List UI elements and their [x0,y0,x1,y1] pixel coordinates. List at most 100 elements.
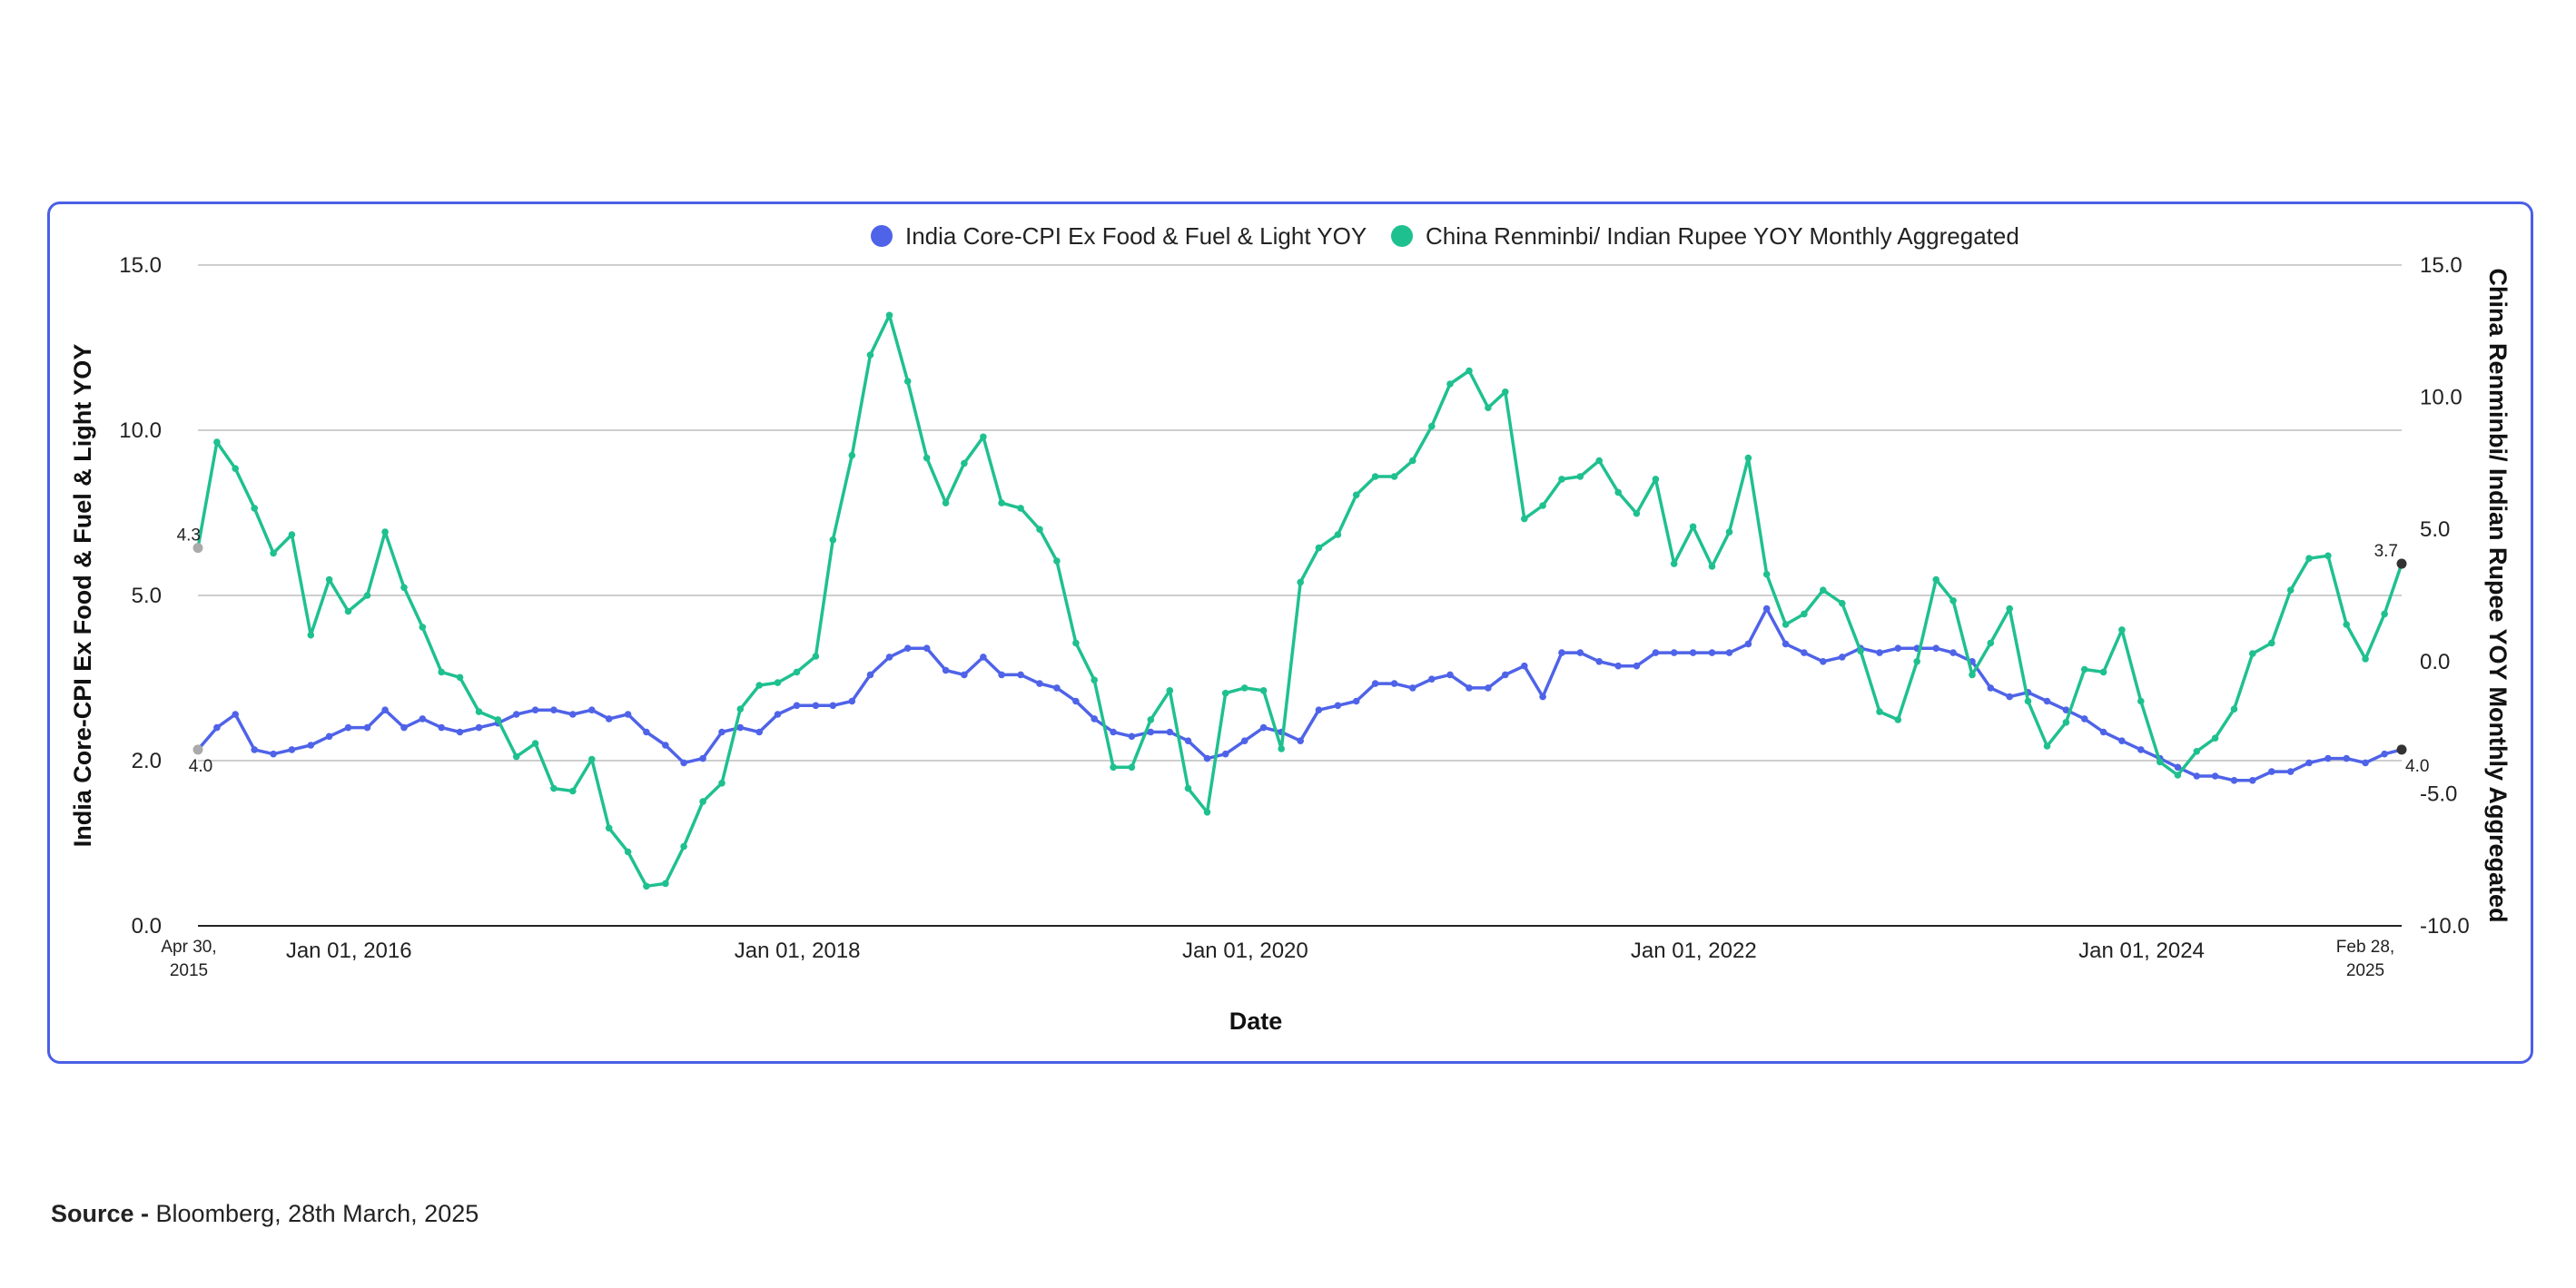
data-point [1781,621,1790,628]
data-point [2006,693,2013,701]
data-point [2174,763,2182,772]
data-point [288,746,296,753]
data-point [381,706,389,713]
data-point [1949,649,1957,656]
data-point [1689,523,1697,531]
legend-item-1[interactable]: India Core-CPI Ex Food & Fuel & Light YO… [871,222,1367,250]
y-right-tick-label: 10.0 [2420,386,2462,410]
end-value-label: 3.7 [2374,542,2398,561]
data-point [2137,746,2145,753]
data-point [2024,697,2032,705]
data-point [2157,758,2164,766]
data-point [1595,457,1603,465]
data-point [903,378,912,385]
data-point [1352,697,1360,705]
data-point [2286,586,2295,594]
data-point [624,711,632,718]
data-point [866,351,874,359]
data-point [736,723,745,732]
data-point [1428,422,1436,430]
data-point [848,697,856,705]
data-point [456,728,464,736]
y-left-tick-label: 15.0 [119,253,162,278]
data-point [1670,560,1678,567]
data-point [1110,728,1117,736]
data-point [1409,684,1416,692]
data-point [1502,388,1509,396]
data-point [699,754,706,762]
data-point [2137,697,2145,705]
data-point [438,668,446,676]
data-point [2343,621,2350,628]
data-point [2080,715,2088,723]
data-point [1128,732,1136,741]
data-point [1110,763,1117,772]
data-point [2381,610,2388,618]
y-right-tick-label: -10.0 [2420,914,2470,939]
data-point [512,752,520,761]
data-point [232,465,239,472]
data-point [980,654,987,661]
data-point [400,723,408,732]
data-point [1502,671,1509,679]
series-2 [194,311,2405,890]
data-point [1184,784,1192,792]
legend-label: India Core-CPI Ex Food & Fuel & Light YO… [905,222,1367,250]
data-point [1409,457,1416,465]
data-point [2062,719,2070,726]
chart-frame [47,202,2533,1064]
data-point [512,711,520,718]
data-point [1932,575,1939,584]
data-point [866,671,874,679]
data-point [1839,654,1846,661]
data-point [755,728,763,736]
data-point [1147,716,1155,723]
data-point [1221,689,1229,697]
data-point [213,438,221,446]
data-point [2080,665,2088,673]
data-point [1801,649,1808,656]
data-point [1017,505,1024,512]
data-point [1652,649,1660,656]
data-point [1876,708,1883,715]
data-point [2249,650,2256,657]
data-point [1744,454,1752,462]
axes: 0.0 2.0 5.0 10.0 15.0 -10.0 -5.0 0.0 5.0 10.0 15.0… [69,253,2512,1035]
grid-lines [198,264,2402,762]
data-point [812,702,820,710]
data-point [736,705,745,713]
data-point [2230,777,2238,784]
data-point [1949,597,1957,605]
data-point [1259,723,1268,732]
data-point [419,624,427,631]
legend-item-2[interactable]: China Renminbi/ Indian Rupee YOY Monthly… [1391,222,2019,250]
data-point [325,575,333,584]
y-left-axis-title: India Core-CPI Ex Food & Fuel & Light YO… [69,344,96,848]
y-right-tick-label: 5.0 [2420,517,2450,542]
start-value-label: 4.0 [189,757,212,776]
y-right-tick-label: 0.0 [2420,650,2450,674]
x-tick-label: Jan 01, 2020 [1182,939,1308,963]
data-point [1708,649,1716,656]
data-point [270,750,277,758]
data-point [1670,649,1678,656]
data-point [2043,742,2051,750]
start-value-label: 4.3 [177,526,201,546]
data-point [550,706,558,713]
data-point [531,706,539,713]
x-start-label: Apr 30, 2015 [161,938,216,980]
series-lines [194,311,2405,890]
start-marker [192,744,203,755]
data-point [1240,684,1249,692]
legend-swatch [1391,225,1413,247]
data-point [1091,676,1098,683]
data-point [1932,644,1939,652]
source-note: Source - Bloomberg, 28th March, 2025 [51,1200,479,1228]
data-point [1240,737,1249,744]
x-tick-label: Jan 01, 2016 [286,939,412,963]
data-point [2324,754,2332,762]
data-point [2193,772,2201,780]
data-point [1036,526,1043,533]
data-point [1576,649,1584,656]
data-point [1614,662,1622,670]
